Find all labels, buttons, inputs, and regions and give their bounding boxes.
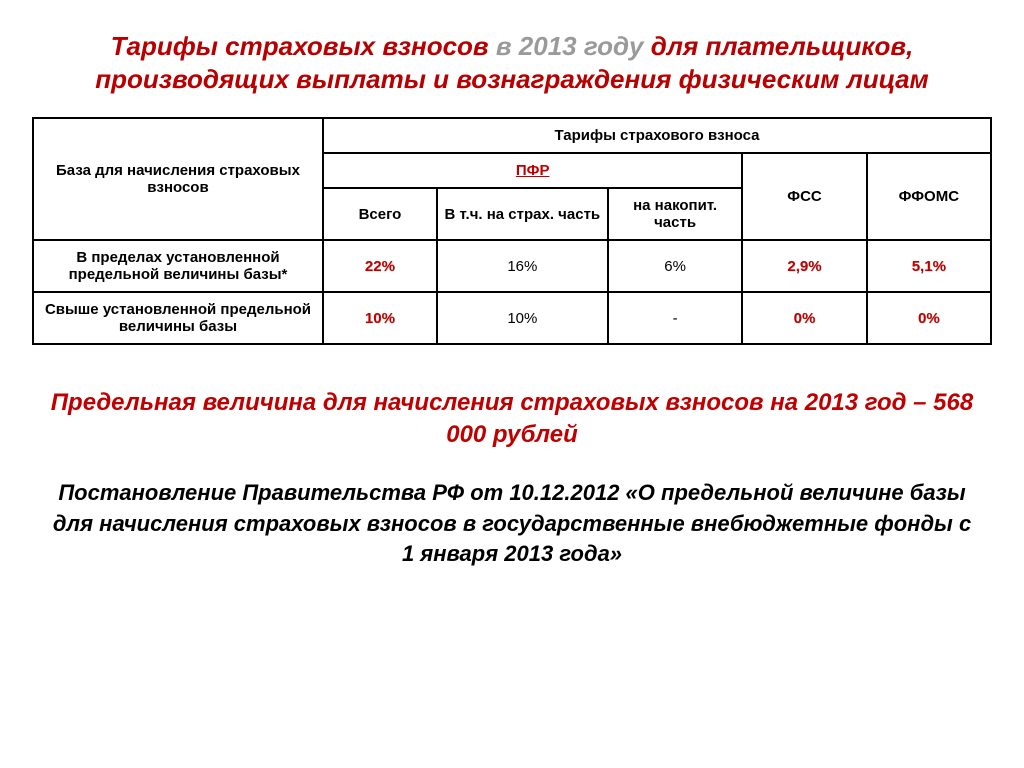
cell-total: 10% bbox=[323, 292, 437, 344]
cell-ffoms: 0% bbox=[867, 292, 991, 344]
row-label: Свыше установленной предельной величины … bbox=[33, 292, 323, 344]
th-fss: ФСС bbox=[742, 153, 866, 240]
cell-nakop: 6% bbox=[608, 240, 743, 292]
th-ffoms: ФФОМС bbox=[867, 153, 991, 240]
cell-fss: 2,9% bbox=[742, 240, 866, 292]
cell-strah: 16% bbox=[437, 240, 608, 292]
th-pfr-nakop: на накопит. часть bbox=[608, 188, 743, 240]
title-part1: Тарифы страховых взносов bbox=[111, 31, 496, 61]
tariff-table: База для начисления страховых взносов Та… bbox=[32, 117, 992, 345]
th-pfr: ПФР bbox=[323, 153, 742, 188]
title-year: в 2013 году bbox=[496, 31, 644, 61]
cell-total: 22% bbox=[323, 240, 437, 292]
cell-ffoms: 5,1% bbox=[867, 240, 991, 292]
cell-fss: 0% bbox=[742, 292, 866, 344]
cell-strah: 10% bbox=[437, 292, 608, 344]
limit-text: Предельная величина для начисления страх… bbox=[50, 387, 974, 452]
th-pfr-strah: В т.ч. на страх. часть bbox=[437, 188, 608, 240]
decree-text: Постановление Правительства РФ от 10.12.… bbox=[48, 478, 976, 570]
cell-nakop: - bbox=[608, 292, 743, 344]
table-row: Свыше установленной предельной величины … bbox=[33, 292, 991, 344]
row-label: В пределах установленной предельной вели… bbox=[33, 240, 323, 292]
th-pfr-total: Всего bbox=[323, 188, 437, 240]
slide-title: Тарифы страховых взносов в 2013 году для… bbox=[20, 30, 1004, 95]
th-base: База для начисления страховых взносов bbox=[33, 118, 323, 240]
th-tariffs: Тарифы страхового взноса bbox=[323, 118, 991, 153]
table-row: В пределах установленной предельной вели… bbox=[33, 240, 991, 292]
